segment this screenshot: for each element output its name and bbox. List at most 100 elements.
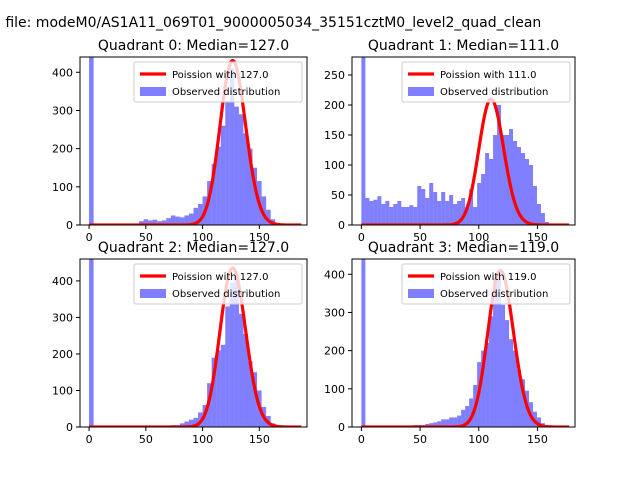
quadrant-0-histogram-bar [247, 148, 253, 225]
quadrant-0-y-tick-label: 300 [52, 104, 73, 117]
quadrant-3-histogram-bar [457, 415, 462, 427]
quadrant-0-histogram-bar [229, 68, 235, 225]
quadrant-0-histogram-bar [211, 163, 217, 225]
quadrant-2-y-tick-label: 0 [66, 421, 73, 434]
quadrant-3-x-tick-label: 0 [358, 433, 365, 446]
quadrant-1-y-tick-label: 150 [324, 129, 345, 142]
quadrant-1-histogram-bar [517, 147, 522, 225]
quadrant-3-histogram-bar [501, 304, 506, 427]
legend-label-poisson: Poission with 127.0 [172, 70, 268, 81]
quadrant-0-histogram-bar [139, 221, 144, 225]
quadrant-1-y-tick-label: 250 [324, 69, 345, 82]
quadrant-0-histogram-bar [198, 204, 203, 225]
quadrant-2-axes-frame [79, 258, 308, 428]
quadrant-0-axes-frame [79, 56, 308, 226]
quadrant-3-histogram-bar [489, 316, 494, 427]
quadrant-1-histogram-bar [433, 192, 438, 225]
quadrant-3-x-tick-label: 150 [527, 433, 548, 446]
quadrant-1-histogram-bar [381, 204, 386, 225]
quadrant-0-histogram-bar [266, 209, 271, 225]
quadrant-2-plot-area [88, 259, 302, 427]
quadrant-1-histogram-bar [401, 207, 406, 225]
quadrant-0-histogram-bar [166, 218, 171, 225]
quadrant-3-plot-area [360, 259, 570, 427]
quadrant-0-y-tick-label: 0 [66, 219, 73, 232]
quadrant-0-histogram-bar [216, 146, 221, 225]
quadrant-1-title: Quadrant 1: Median=111.0 [368, 38, 559, 54]
quadrant-2-histogram-bar [225, 306, 230, 427]
quadrant-1-histogram-bar [465, 207, 470, 225]
quadrant-1-histogram-bar [393, 204, 398, 225]
quadrant-1-histogram-bar [385, 201, 390, 225]
quadrant-1-histogram-bar [377, 196, 382, 225]
quadrant-2-legend: Poission with 127.0 Observed distribution [133, 263, 303, 305]
quadrant-3-histogram-bar [517, 369, 522, 427]
quadrant-1-histogram-bar [445, 201, 450, 225]
quadrant-3-histogram-bar [513, 350, 518, 427]
quadrant-2-y-tick-label: 100 [52, 384, 73, 397]
quadrant-3-histogram-bar [469, 398, 474, 427]
quadrant-1-histogram-bar [425, 198, 430, 225]
quadrant-3-panel: Quadrant 3: Median=119.0 0 50 100 150 0 100 200… [324, 240, 576, 446]
quadrant-1-histogram-bar [389, 207, 394, 225]
quadrant-2-histogram-bar [188, 419, 194, 427]
quadrant-1-histogram-bar [437, 201, 442, 225]
quadrant-2-title: Quadrant 2: Median=127.0 [98, 240, 289, 256]
quadrant-0-histogram-bar [143, 219, 149, 225]
quadrant-1-histogram-bar [521, 153, 526, 225]
quadrant-0-panel: Quadrant 0: Median=127.0 0 50 100 150 0 100 200… [52, 38, 308, 244]
quadrant-2-histogram-bar [89, 259, 94, 427]
quadrant-1-histogram-bar [532, 186, 537, 225]
quadrant-1-histogram-bar [397, 201, 402, 225]
quadrant-2-histogram-bar [247, 361, 253, 427]
quadrant-3-x-tick-label: 100 [468, 433, 489, 446]
quadrant-1-histogram-bar [501, 135, 506, 225]
quadrant-1-histogram-bar [469, 189, 474, 225]
quadrant-1-histogram-bar [369, 201, 374, 225]
quadrant-2-x-tick-label: 50 [139, 433, 153, 446]
quadrant-2-histogram-bar [184, 421, 189, 427]
quadrant-2-poisson-line [88, 266, 302, 427]
quadrant-3-y-tick-label: 400 [324, 268, 345, 281]
quadrant-1-histogram-bar [441, 192, 446, 225]
quadrant-0-histogram-bar [89, 57, 94, 225]
quadrant-3-histogram-bar [433, 422, 438, 427]
quadrant-3-histogram-bar [497, 278, 502, 427]
quadrant-3-histogram-bar [465, 406, 470, 427]
quadrant-1-y-tick-label: 0 [338, 219, 345, 232]
quadrant-1-histogram-bar [540, 213, 545, 225]
legend-label-observed: Observed distribution [172, 289, 280, 300]
legend-bar-swatch [408, 289, 434, 298]
quadrant-2-histogram-bar [238, 313, 244, 427]
quadrant-1-histogram-bar [525, 159, 529, 225]
legend-box [401, 263, 571, 305]
legend-label-observed: Observed distribution [440, 289, 548, 300]
quadrant-0-histogram-bar [252, 167, 258, 225]
quadrant-0-y-tick-label: 200 [52, 143, 73, 156]
quadrant-2-histogram-bar [216, 350, 221, 427]
legend-label-poisson: Poission with 127.0 [172, 272, 268, 283]
quadrant-1-histogram-bar [497, 105, 502, 225]
quadrant-1-histogram-bar [417, 186, 422, 225]
quadrant-0-histogram-bar [148, 220, 153, 225]
quadrant-0-histogram-bar [184, 215, 189, 225]
legend-box [401, 61, 571, 103]
quadrant-2-x-tick-label: 0 [86, 433, 93, 446]
quadrant-2-histogram-bar [179, 423, 185, 427]
quadrant-2-histogram-bar [252, 372, 258, 427]
quadrant-1-histogram-bar [509, 129, 514, 225]
quadrant-0-x-tick-label: 150 [249, 231, 270, 244]
quadrant-2-panel: Quadrant 2: Median=127.0 0 50 100 150 0 100 200… [52, 240, 308, 446]
legend-label-observed: Observed distribution [172, 87, 280, 98]
quadrant-2-histogram-bar [193, 417, 199, 427]
quadrant-3-histogram-bar [453, 417, 458, 427]
quadrant-1-histogram-bar [409, 205, 414, 225]
quadrant-0-histogram-bar [188, 213, 194, 225]
quadrant-3-histogram-bar [449, 417, 454, 427]
quadrant-3-axes-frame [351, 258, 576, 428]
quadrant-0-x-tick-label: 50 [139, 231, 153, 244]
quadrant-0-histogram-bar [261, 196, 267, 225]
quadrant-1-y-tick-label: 50 [331, 189, 345, 202]
quadrant-0-histogram-bar [152, 219, 158, 225]
quadrant-0-plot-area [88, 57, 302, 225]
